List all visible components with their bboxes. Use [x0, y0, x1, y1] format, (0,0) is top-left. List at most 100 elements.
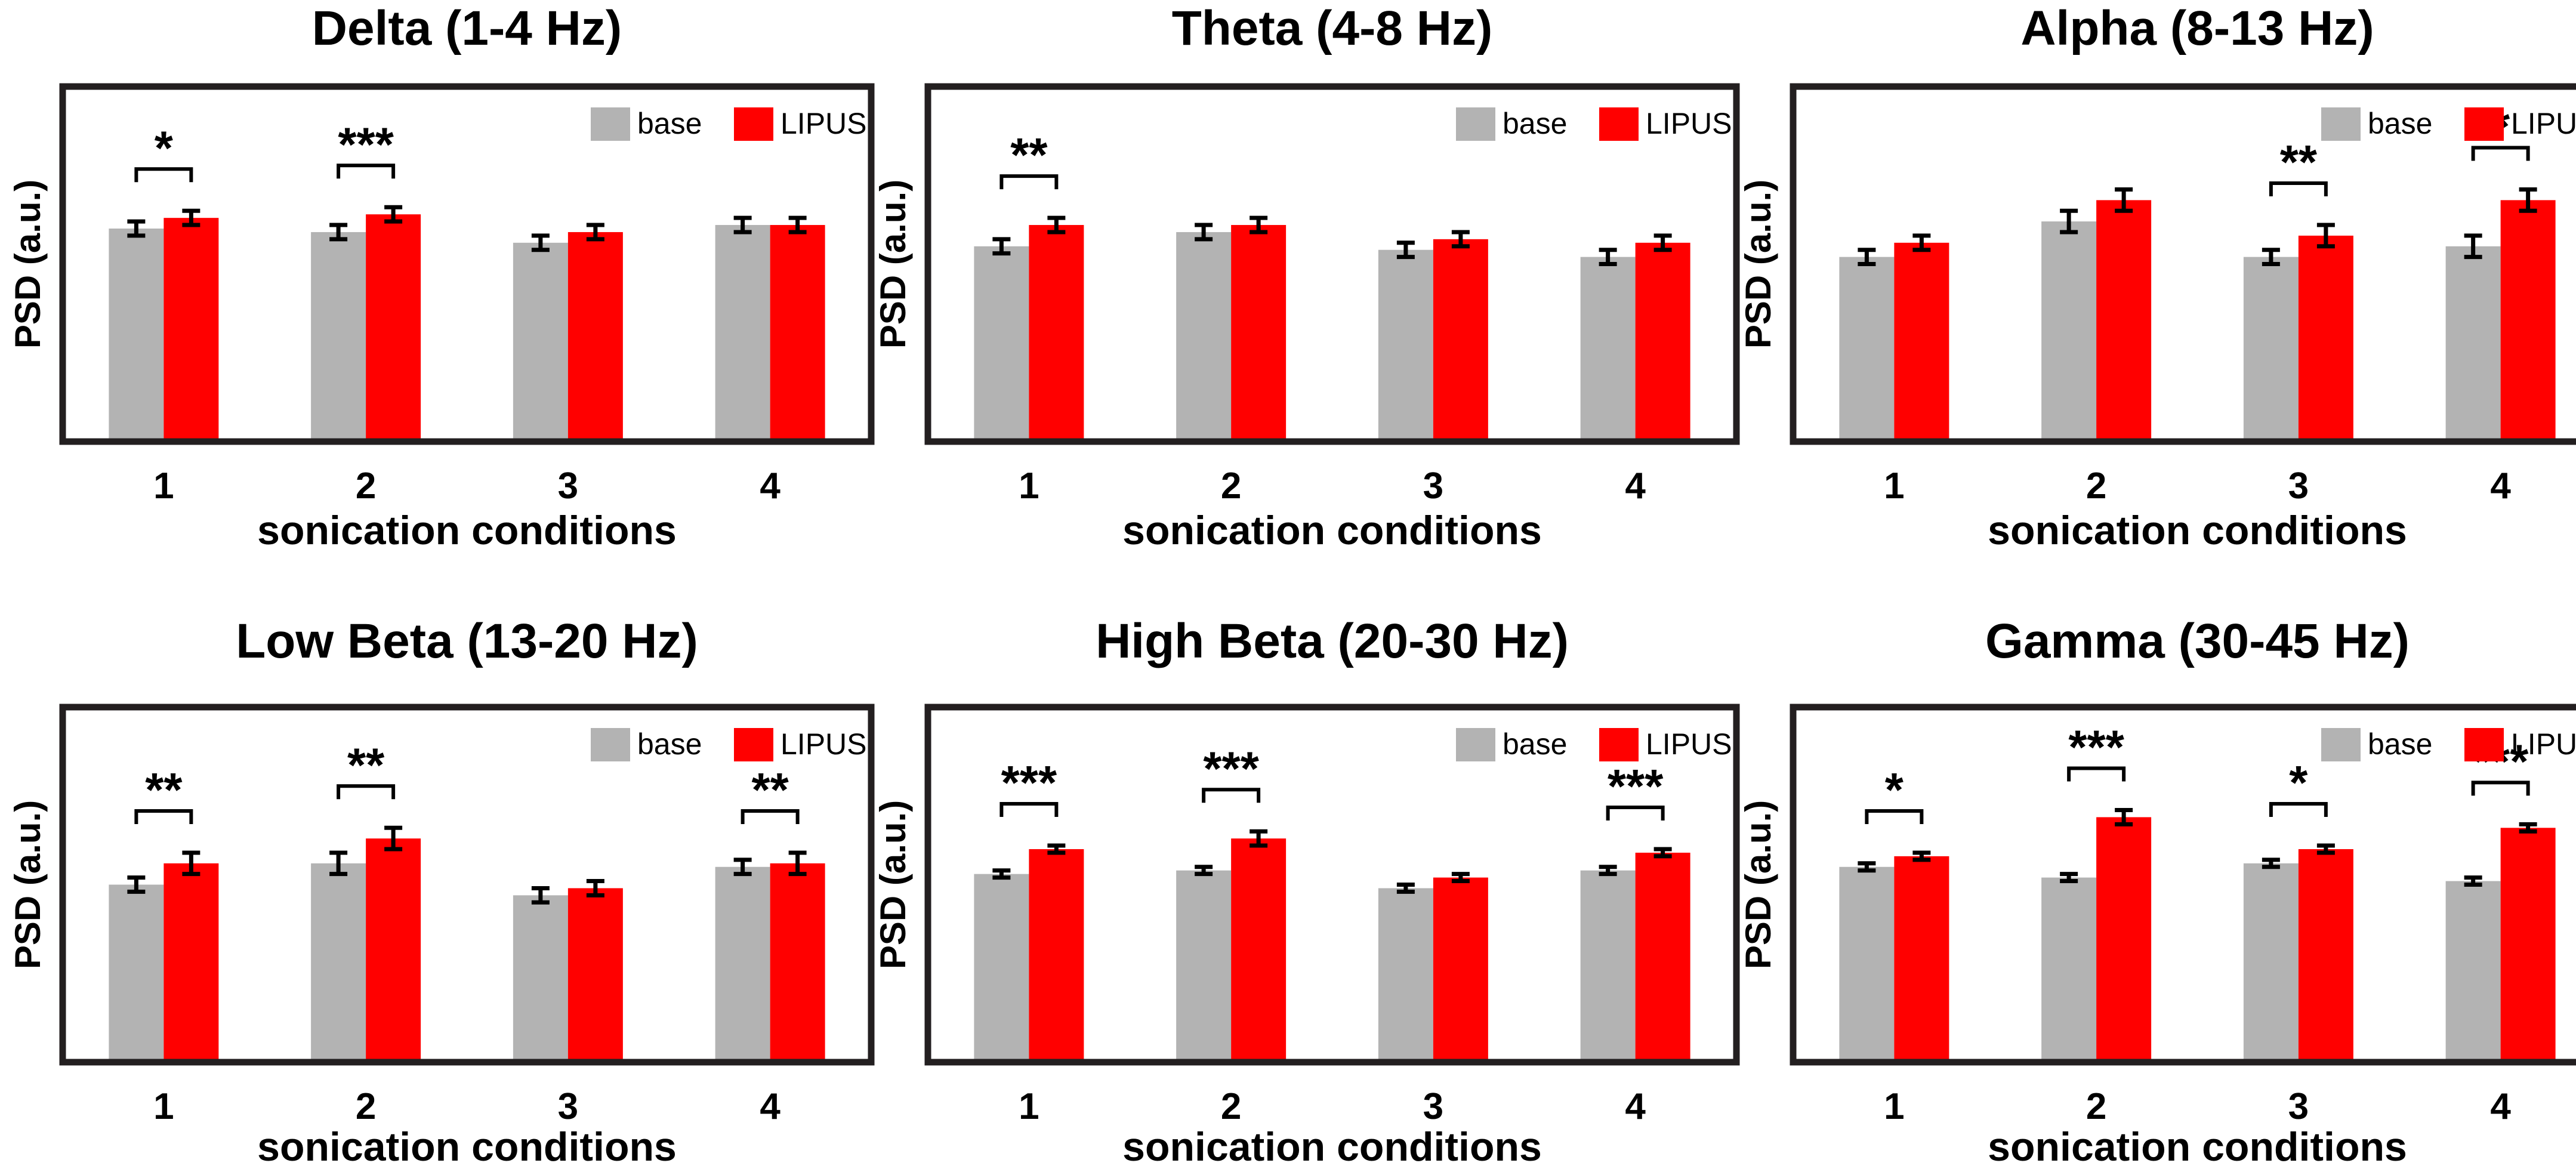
error-bar-lipus-4	[788, 215, 807, 235]
significance-bracket-2	[337, 784, 396, 800]
significance-bracket-3	[2269, 802, 2328, 818]
error-bar-lipus-3	[2316, 843, 2335, 855]
bar-lipus-3	[2298, 849, 2353, 1062]
error-bar-lipus-3	[586, 879, 604, 897]
significance-label: ***	[1001, 756, 1057, 809]
significance-bracket-4	[741, 809, 800, 824]
x-tick-label: 3	[2288, 1086, 2309, 1127]
error-bar-base-4	[1599, 248, 1617, 266]
bar-base-2	[2041, 877, 2097, 1062]
x-tick-label: 3	[558, 465, 578, 507]
error-bar-base-3	[2262, 248, 2280, 266]
significance-bracket-3	[2269, 181, 2328, 197]
plot-frame	[1790, 704, 2576, 1066]
error-bar-lipus-2	[1250, 829, 1268, 848]
significance-bracket-4	[2471, 146, 2530, 161]
legend-label-lipus: LIPUS	[780, 727, 867, 761]
error-bar-base-3	[2262, 857, 2280, 869]
x-axis-label: sonication conditions	[257, 1124, 677, 1166]
x-tick-label: 4	[760, 465, 780, 507]
bar-lipus-2	[2096, 200, 2152, 442]
significance-label: ***	[1608, 760, 1664, 813]
error-bar-lipus-1	[182, 850, 200, 877]
bar-base-3	[1378, 249, 1433, 442]
y-axis-label: PSD (a.u.)	[873, 800, 913, 969]
significance-label: **	[1010, 128, 1048, 181]
x-tick-label: 3	[558, 1086, 578, 1127]
legend-label-lipus: LIPUS	[780, 107, 867, 140]
bar-base-1	[974, 874, 1029, 1062]
chart-title: Theta (4-8 Hz)	[1172, 1, 1493, 55]
bar-lipus-1	[1894, 856, 1949, 1062]
bar-lipus-1	[1029, 225, 1084, 442]
significance-bracket-1	[999, 802, 1059, 818]
bar-lipus-4	[770, 225, 825, 442]
bar-base-4	[1580, 257, 1636, 442]
legend-swatch-lipus	[734, 728, 773, 761]
bar-lipus-4	[2500, 828, 2556, 1062]
x-tick-label: 2	[356, 1086, 376, 1127]
error-bar-base-3	[1396, 883, 1415, 894]
significance-bracket-4	[2471, 781, 2530, 796]
x-tick-label: 3	[1423, 465, 1443, 507]
chart-title: Alpha (8-13 Hz)	[2020, 1, 2374, 55]
error-bar-base-2	[1195, 223, 1213, 242]
significance-bracket-4	[1606, 806, 1665, 820]
x-axis-label: sonication conditions	[1122, 508, 1542, 553]
legend-swatch-base	[1456, 107, 1495, 141]
bar-base-4	[1580, 870, 1636, 1062]
x-tick-label: 4	[2490, 1086, 2511, 1127]
significance-bracket-1	[134, 809, 193, 824]
x-tick-label: 4	[1625, 465, 1646, 507]
x-tick-label: 1	[1884, 1086, 1904, 1127]
legend-swatch-lipus	[1599, 107, 1639, 141]
bar-base-2	[2041, 221, 2097, 442]
x-tick-label: 2	[2086, 1086, 2106, 1127]
error-bar-base-4	[733, 215, 752, 235]
x-tick-label: 3	[2288, 465, 2309, 507]
error-bar-lipus-4	[788, 850, 807, 877]
legend-label-base: base	[1503, 727, 1567, 761]
error-bar-base-2	[329, 850, 348, 877]
error-bar-base-2	[329, 223, 348, 242]
error-bar-lipus-3	[586, 223, 604, 242]
plot-frame	[59, 83, 875, 445]
bar-base-3	[1378, 888, 1433, 1062]
bar-base-4	[2445, 881, 2501, 1062]
error-bar-lipus-1	[1047, 843, 1066, 855]
bar-base-3	[2243, 257, 2299, 442]
significance-bracket-2	[2067, 766, 2126, 782]
bar-lipus-4	[770, 863, 825, 1062]
bar-lipus-1	[1029, 849, 1084, 1062]
bar-base-1	[1839, 257, 1895, 442]
x-axis-label: sonication conditions	[1122, 1124, 1542, 1166]
error-bar-lipus-1	[182, 208, 200, 227]
bar-base-1	[109, 229, 164, 442]
error-bar-lipus-3	[1451, 872, 1470, 884]
error-bar-base-1	[992, 868, 1011, 880]
x-tick-label: 4	[1625, 1086, 1646, 1127]
legend-label-base: base	[637, 107, 702, 140]
significance-label: *	[2289, 756, 2308, 809]
error-bar-base-2	[2060, 208, 2078, 235]
significance-bracket-2	[337, 164, 396, 179]
legend-swatch-base	[2321, 728, 2361, 761]
bar-lipus-3	[1433, 239, 1488, 442]
bar-base-2	[1176, 870, 1232, 1062]
legend-swatch-base	[591, 728, 630, 761]
significance-bracket-1	[1865, 809, 1924, 824]
significance-label: **	[2280, 135, 2318, 189]
error-bar-lipus-1	[1047, 215, 1066, 235]
bar-base-2	[311, 863, 366, 1062]
bar-lipus-4	[2500, 200, 2556, 442]
chart-panel-6: Gamma (30-45 Hz) PSD (a.u.) sonication con…	[1738, 614, 2576, 1166]
error-bar-lipus-2	[2115, 187, 2133, 213]
significance-label: **	[145, 763, 183, 816]
bar-lipus-1	[163, 863, 219, 1062]
bar-base-4	[715, 225, 770, 442]
plot-frame	[1790, 83, 2576, 445]
significance-label: ***	[1203, 742, 1259, 795]
significance-label: ***	[2068, 721, 2124, 774]
bar-lipus-3	[1433, 877, 1488, 1062]
bar-lipus-2	[2096, 817, 2152, 1062]
